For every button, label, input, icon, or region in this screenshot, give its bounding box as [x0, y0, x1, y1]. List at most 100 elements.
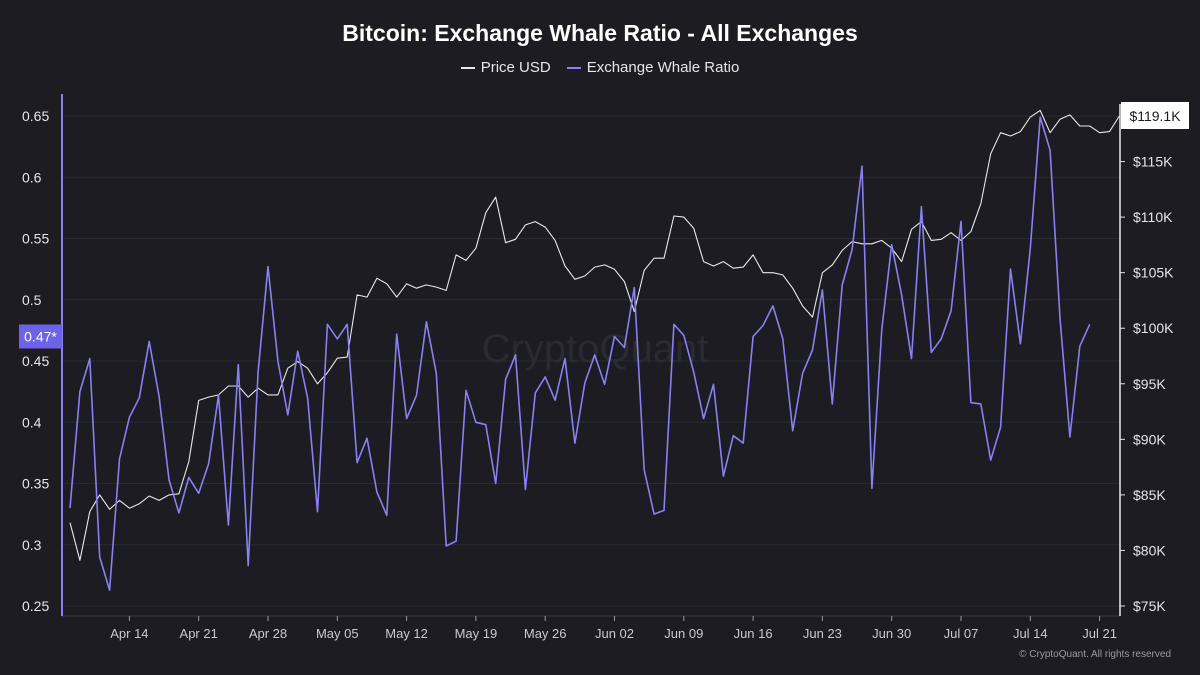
point-price[interactable] — [108, 507, 112, 511]
point-price[interactable] — [316, 382, 320, 386]
point-price[interactable] — [731, 266, 735, 270]
point-whale-ratio[interactable] — [801, 371, 805, 375]
point-price[interactable] — [1018, 130, 1022, 134]
point-price[interactable] — [741, 265, 745, 269]
point-whale-ratio[interactable] — [880, 327, 884, 331]
point-whale-ratio[interactable] — [88, 357, 92, 361]
point-price[interactable] — [474, 246, 478, 250]
point-price[interactable] — [642, 268, 646, 272]
point-whale-ratio[interactable] — [919, 205, 923, 209]
point-price[interactable] — [167, 493, 171, 497]
point-whale-ratio[interactable] — [226, 523, 230, 527]
point-whale-ratio[interactable] — [820, 288, 824, 292]
point-whale-ratio[interactable] — [721, 474, 725, 478]
point-whale-ratio[interactable] — [523, 488, 527, 492]
point-whale-ratio[interactable] — [870, 486, 874, 490]
point-whale-ratio[interactable] — [365, 436, 369, 440]
point-price[interactable] — [781, 273, 785, 277]
point-price[interactable] — [385, 282, 389, 286]
point-whale-ratio[interactable] — [662, 508, 666, 512]
point-price[interactable] — [949, 231, 953, 235]
point-whale-ratio[interactable] — [613, 335, 617, 339]
point-price[interactable] — [494, 195, 498, 199]
point-whale-ratio[interactable] — [989, 458, 993, 462]
point-whale-ratio[interactable] — [781, 337, 785, 341]
point-whale-ratio[interactable] — [415, 393, 419, 397]
point-whale-ratio[interactable] — [137, 396, 141, 400]
legend-item-ratio[interactable]: Exchange Whale Ratio — [566, 59, 739, 76]
point-price[interactable] — [1058, 117, 1062, 121]
point-whale-ratio[interactable] — [1018, 342, 1022, 346]
point-price[interactable] — [355, 293, 359, 297]
point-whale-ratio[interactable] — [424, 320, 428, 324]
point-price[interactable] — [454, 253, 458, 257]
point-price[interactable] — [1038, 108, 1042, 112]
point-whale-ratio[interactable] — [504, 377, 508, 381]
point-price[interactable] — [415, 286, 419, 290]
point-whale-ratio[interactable] — [405, 417, 409, 421]
point-whale-ratio[interactable] — [533, 391, 537, 395]
point-price[interactable] — [840, 248, 844, 252]
point-whale-ratio[interactable] — [276, 359, 280, 363]
point-price[interactable] — [662, 256, 666, 260]
point-price[interactable] — [880, 238, 884, 242]
point-whale-ratio[interactable] — [969, 401, 973, 405]
point-price[interactable] — [1117, 114, 1121, 118]
point-whale-ratio[interactable] — [583, 381, 587, 385]
point-whale-ratio[interactable] — [246, 564, 250, 568]
point-whale-ratio[interactable] — [355, 461, 359, 465]
point-whale-ratio[interactable] — [553, 398, 557, 402]
point-whale-ratio[interactable] — [1009, 267, 1013, 271]
point-whale-ratio[interactable] — [494, 482, 498, 486]
point-price[interactable] — [127, 506, 131, 510]
point-price[interactable] — [860, 242, 864, 246]
point-price[interactable] — [712, 264, 716, 268]
point-price[interactable] — [721, 260, 725, 264]
point-whale-ratio[interactable] — [1038, 115, 1042, 119]
point-price[interactable] — [751, 253, 755, 257]
point-price[interactable] — [1048, 131, 1052, 135]
point-whale-ratio[interactable] — [543, 375, 547, 379]
point-whale-ratio[interactable] — [682, 333, 686, 337]
point-whale-ratio[interactable] — [187, 475, 191, 479]
point-price[interactable] — [137, 502, 141, 506]
point-price[interactable] — [88, 510, 92, 514]
point-price[interactable] — [246, 395, 250, 399]
point-price[interactable] — [682, 215, 686, 219]
point-price[interactable] — [118, 498, 122, 502]
point-price[interactable] — [761, 271, 765, 275]
point-whale-ratio[interactable] — [266, 265, 270, 269]
point-whale-ratio[interactable] — [98, 555, 102, 559]
point-price[interactable] — [1009, 134, 1013, 138]
point-price[interactable] — [583, 274, 587, 278]
point-whale-ratio[interactable] — [385, 513, 389, 517]
point-price[interactable] — [603, 263, 607, 267]
point-whale-ratio[interactable] — [702, 417, 706, 421]
point-whale-ratio[interactable] — [68, 506, 72, 510]
point-price[interactable] — [830, 263, 834, 267]
point-price[interactable] — [424, 283, 428, 287]
point-whale-ratio[interactable] — [217, 393, 221, 397]
point-whale-ratio[interactable] — [157, 395, 161, 399]
point-whale-ratio[interactable] — [811, 348, 815, 352]
point-whale-ratio[interactable] — [167, 478, 171, 482]
point-whale-ratio[interactable] — [900, 293, 904, 297]
point-price[interactable] — [900, 260, 904, 264]
point-price[interactable] — [533, 220, 537, 224]
point-whale-ratio[interactable] — [593, 353, 597, 357]
point-whale-ratio[interactable] — [325, 322, 329, 326]
point-price[interactable] — [791, 286, 795, 290]
point-whale-ratio[interactable] — [345, 322, 349, 326]
point-whale-ratio[interactable] — [563, 357, 567, 361]
point-whale-ratio[interactable] — [1068, 435, 1072, 439]
point-price[interactable] — [543, 225, 547, 229]
point-whale-ratio[interactable] — [771, 304, 775, 308]
point-price[interactable] — [484, 211, 488, 215]
point-price[interactable] — [405, 282, 409, 286]
point-price[interactable] — [286, 366, 290, 370]
point-price[interactable] — [910, 227, 914, 231]
point-whale-ratio[interactable] — [286, 413, 290, 417]
point-price[interactable] — [147, 494, 151, 498]
point-price[interactable] — [652, 256, 656, 260]
point-whale-ratio[interactable] — [197, 491, 201, 495]
